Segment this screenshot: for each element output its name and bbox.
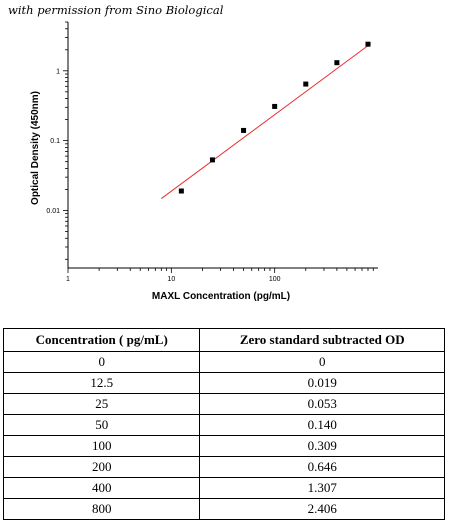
header-concentration: Concentration ( pg/mL) (2, 328, 201, 352)
cell-concentration: 12.5 (2, 372, 201, 394)
standard-data-table: Concentration ( pg/mL) Zero standard sub… (2, 328, 445, 520)
x-tick-label: 1 (66, 276, 70, 283)
chart-ticks: 1 10 100 0.01 0.1 1 (46, 21, 374, 283)
y-axis-label: Optical Density (450nm) (30, 91, 41, 205)
table-row: 12.5 0.019 (2, 372, 445, 394)
credit-text: with permission from Sino Biological (8, 3, 224, 17)
standard-curve-chart: 1 10 100 0.01 0.1 1 MAXL Concentration (pg/mL… (30, 21, 378, 302)
y-tick-label: 0.1 (50, 138, 60, 145)
cell-concentration: 100 (2, 435, 201, 457)
data-point (334, 60, 340, 66)
table-row: 800 2.406 (2, 498, 445, 520)
data-point (209, 157, 215, 163)
cell-concentration: 800 (2, 498, 201, 520)
table-row: 100 0.309 (2, 435, 445, 457)
cell-concentration: 25 (2, 393, 201, 415)
cell-od: 1.307 (199, 477, 445, 499)
header-od: Zero standard subtracted OD (199, 328, 445, 352)
cell-od: 0.646 (199, 456, 445, 478)
fit-line (161, 43, 372, 199)
y-tick-label: 0.01 (46, 208, 60, 215)
chart-axes (67, 22, 378, 269)
cell-concentration: 0 (2, 351, 201, 373)
cell-od: 0 (199, 351, 445, 373)
cell-od: 0.019 (199, 372, 445, 394)
cell-concentration: 400 (2, 477, 201, 499)
data-point (365, 41, 371, 47)
table-row: 200 0.646 (2, 456, 445, 478)
data-points-layer (178, 41, 371, 194)
cell-od: 0.053 (199, 393, 445, 415)
table-row: 25 0.053 (2, 393, 445, 415)
cell-concentration: 50 (2, 414, 201, 436)
cell-od: 2.406 (199, 498, 445, 520)
x-tick-label: 10 (167, 276, 175, 283)
fit-line-layer (161, 43, 372, 199)
cell-concentration: 200 (2, 456, 201, 478)
table-row: 50 0.140 (2, 414, 445, 436)
x-axis-label: MAXL Concentration (pg/mL) (152, 291, 290, 302)
cell-od: 0.140 (199, 414, 445, 436)
data-point (272, 103, 278, 109)
cell-od: 0.309 (199, 435, 445, 457)
data-point (241, 127, 247, 133)
data-point (303, 81, 309, 87)
table-header-row: Concentration ( pg/mL) Zero standard sub… (2, 328, 445, 352)
x-tick-label: 100 (269, 276, 281, 283)
table-row: 400 1.307 (2, 477, 445, 499)
y-tick-label: 1 (56, 68, 60, 75)
data-point (178, 188, 184, 194)
